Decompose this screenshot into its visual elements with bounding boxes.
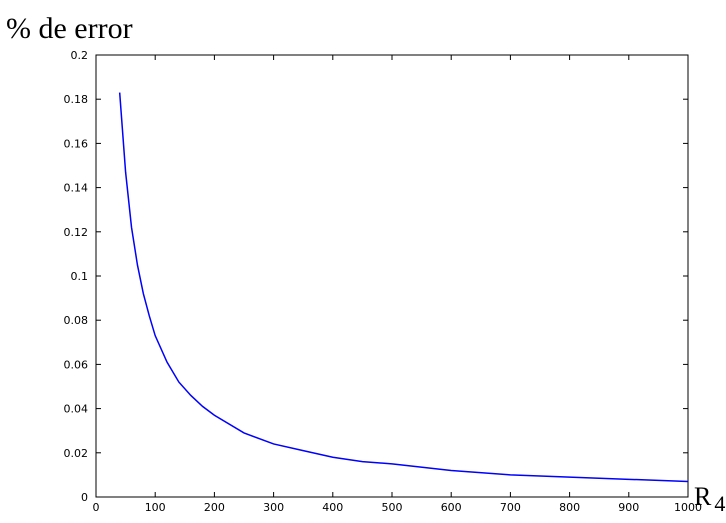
y-tick-label: 0.16 — [64, 137, 89, 150]
x-tick-label: 600 — [441, 501, 462, 514]
x-tick-label: 500 — [382, 501, 403, 514]
y-tick-label: 0.1 — [71, 270, 89, 283]
y-tick-label: 0.2 — [71, 49, 89, 62]
x-tick-label: 300 — [263, 501, 284, 514]
x-tick-label: 100 — [145, 501, 166, 514]
x-tick-label: 700 — [500, 501, 521, 514]
axis-ticks: 0 100 200 300 400 500 600 700 800 900 1000 0 0.02 0.0… — [64, 49, 703, 514]
x-tick-label: 400 — [322, 501, 343, 514]
y-tick-label: 0.14 — [64, 182, 89, 195]
x-axis-label-main: R — [694, 482, 712, 511]
y-tick-label: 0 — [81, 491, 88, 504]
y-tick-label: 0.04 — [64, 403, 89, 416]
x-tick-label: 0 — [93, 501, 100, 514]
y-tick-label: 0.12 — [64, 226, 89, 239]
x-axis-label-subscript: 4 — [714, 491, 725, 516]
plot-frame — [95, 54, 689, 498]
series-line — [118, 92, 689, 483]
y-tick-label: 0.06 — [64, 358, 89, 371]
y-axis-label: % de error — [6, 12, 133, 45]
x-tick-label: 200 — [204, 501, 225, 514]
y-tick-label: 0.02 — [64, 447, 89, 460]
y-tick-label: 0.18 — [64, 93, 89, 106]
x-tick-label: 1000 — [674, 501, 702, 514]
x-tick-label: 900 — [618, 501, 639, 514]
x-tick-label: 800 — [559, 501, 580, 514]
y-tick-label: 0.08 — [64, 314, 89, 327]
